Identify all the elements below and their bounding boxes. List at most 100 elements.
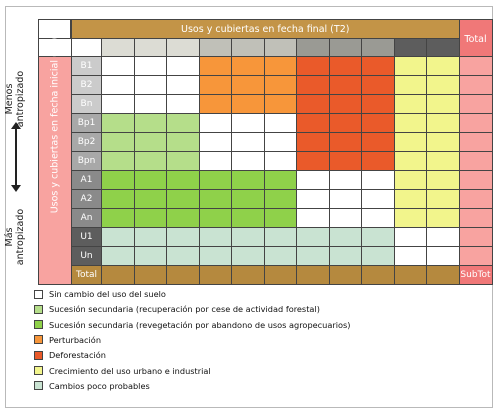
- matrix-cell: [133, 246, 167, 266]
- matrix-cell: [296, 227, 330, 247]
- matrix-cell: [393, 94, 427, 114]
- matrix-cell: [328, 170, 362, 190]
- matrix-cell: [101, 56, 135, 76]
- matrix-cell: [133, 132, 167, 152]
- matrix-cell: [231, 132, 265, 152]
- matrix-cell: [296, 208, 330, 228]
- matrix-cell: [263, 56, 297, 76]
- matrix-cell: [328, 151, 362, 171]
- matrix-cell: [231, 151, 265, 171]
- matrix-cell: [426, 56, 460, 76]
- row-total-cell: [458, 113, 493, 133]
- matrix-cell: [101, 113, 135, 133]
- legend-label: Deforestación: [49, 350, 106, 361]
- matrix-cell: [231, 56, 265, 76]
- matrix-cell: [133, 208, 167, 228]
- legend-label: Perturbación: [49, 334, 102, 345]
- matrix-cell: [296, 189, 330, 209]
- row-total-cell: [458, 246, 493, 266]
- matrix-cell: [328, 75, 362, 95]
- matrix-cell: [198, 94, 232, 114]
- matrix-cell: [166, 75, 200, 95]
- matrix-cell: [166, 227, 200, 247]
- total-row-label: Total: [71, 265, 102, 285]
- matrix-cell: [328, 132, 362, 152]
- matrix-cell: [361, 75, 395, 95]
- matrix-cell: [296, 170, 330, 190]
- matrix-cell: [393, 246, 427, 266]
- matrix-cell: [328, 94, 362, 114]
- row-label-a1: A1: [71, 170, 102, 190]
- matrix-cell: [361, 94, 395, 114]
- matrix-cell: [393, 113, 427, 133]
- row-label-bn: Bn: [71, 94, 102, 114]
- matrix-cell: [393, 170, 427, 190]
- row-total-cell: [458, 208, 493, 228]
- column-header-bp2: [231, 38, 265, 57]
- matrix-cell: [263, 75, 297, 95]
- matrix-cell: [296, 75, 330, 95]
- matrix-cell: [166, 189, 200, 209]
- legend-swatch: [34, 320, 43, 330]
- matrix-cell: [426, 75, 460, 95]
- matrix-cell: [198, 170, 232, 190]
- row-label-a2: A2: [71, 189, 102, 209]
- matrix-cell: [263, 227, 297, 247]
- mas-antropizado-label: Más antropizado: [4, 202, 26, 272]
- matrix-cell: [393, 151, 427, 171]
- matrix-cell: [231, 208, 265, 228]
- matrix-cell: [426, 94, 460, 114]
- matrix-cell: [263, 246, 297, 266]
- row-total-cell: [458, 189, 493, 209]
- matrix-cell: [198, 189, 232, 209]
- matrix-cell: [166, 94, 200, 114]
- column-header-bpn: [263, 38, 297, 57]
- matrix-cell: [263, 170, 297, 190]
- legend-item-green: Sucesión secundaria (revegetación por ab…: [34, 319, 351, 331]
- matrix-cell: [426, 208, 460, 228]
- matrix-cell: [393, 208, 427, 228]
- matrix-cell: [426, 246, 460, 266]
- matrix-cell: [166, 151, 200, 171]
- mas-line1: Más: [4, 227, 15, 247]
- left-axis-column: [38, 56, 72, 285]
- row-total-cell: [458, 75, 493, 95]
- row-label-b1: B1: [71, 56, 102, 76]
- subtotal-cell: SubTot: [458, 265, 493, 285]
- matrix-cell: [426, 227, 460, 247]
- matrix-cell: [133, 94, 167, 114]
- legend-label: Sucesión secundaria (recuperación por ce…: [49, 304, 320, 315]
- row-label-b2: B2: [71, 75, 102, 95]
- matrix-cell: [101, 75, 135, 95]
- column-total-cell: [263, 265, 297, 285]
- matrix-cell: [263, 113, 297, 133]
- matrix-cell: [231, 94, 265, 114]
- legend-swatch: [34, 381, 43, 391]
- matrix-cell: [393, 227, 427, 247]
- row-total-cell: [458, 94, 493, 114]
- matrix-cell: [133, 75, 167, 95]
- matrix-cell: [426, 189, 460, 209]
- matrix-cell: [393, 56, 427, 76]
- left-axis-title: Usos y cubiertas en fecha inicial (T1): [49, 37, 60, 214]
- matrix-cell: [361, 113, 395, 133]
- legend-item-pale: Cambios poco probables: [34, 380, 150, 392]
- total-column-header: Total: [458, 19, 493, 57]
- matrix-cell: [296, 56, 330, 76]
- matrix-cell: [101, 151, 135, 171]
- column-header-b2: [133, 38, 167, 57]
- legend-swatch: [34, 289, 43, 299]
- matrix-cell: [198, 132, 232, 152]
- matrix-cell: [296, 132, 330, 152]
- matrix-cell: [393, 189, 427, 209]
- row-total-cell: [458, 227, 493, 247]
- matrix-cell: [101, 189, 135, 209]
- column-total-cell: [393, 265, 427, 285]
- matrix-cell: [133, 170, 167, 190]
- column-header-bn: [166, 38, 200, 57]
- mas-line2: antropizado: [15, 208, 26, 266]
- matrix-cell: [361, 208, 395, 228]
- matrix-cell: [101, 246, 135, 266]
- matrix-cell: [133, 227, 167, 247]
- column-total-cell: [166, 265, 200, 285]
